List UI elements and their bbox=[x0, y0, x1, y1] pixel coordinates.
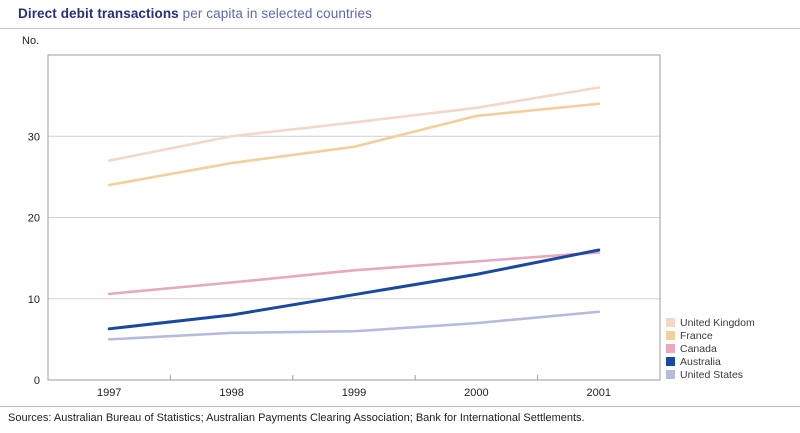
chart-title-rest: per capita in selected countries bbox=[178, 6, 372, 21]
legend-swatch bbox=[666, 318, 675, 327]
x-tick-label: 2001 bbox=[587, 387, 611, 399]
footer-divider bbox=[0, 406, 800, 407]
series-line-canada bbox=[107, 251, 601, 296]
legend-swatch bbox=[666, 357, 675, 366]
header-divider bbox=[0, 28, 800, 29]
legend-label: United States bbox=[680, 368, 744, 381]
y-tick-label: 0 bbox=[34, 375, 40, 387]
y-tick-label: 30 bbox=[28, 131, 40, 143]
legend-item: Australia bbox=[666, 355, 755, 368]
series-line-australia bbox=[107, 248, 601, 331]
legend-swatch bbox=[666, 344, 675, 353]
y-tick-label: 10 bbox=[28, 294, 40, 306]
legend-label: Canada bbox=[680, 342, 717, 355]
x-tick-label: 1998 bbox=[219, 387, 243, 399]
legend-item: Canada bbox=[666, 342, 755, 355]
y-tick-label: 20 bbox=[28, 213, 40, 225]
x-tick-label: 2000 bbox=[464, 387, 488, 399]
source-note: Sources: Australian Bureau of Statistics… bbox=[8, 412, 585, 424]
series-line-united-states bbox=[107, 310, 601, 341]
plot-frame bbox=[47, 54, 661, 381]
x-tick-label: 1999 bbox=[342, 387, 366, 399]
chart-title-bold: Direct debit transactions bbox=[18, 6, 179, 21]
legend-swatch bbox=[666, 370, 675, 379]
series-line-united-kingdom bbox=[107, 86, 601, 162]
series-line-france bbox=[107, 102, 601, 187]
legend-label: France bbox=[680, 329, 713, 342]
legend-label: United Kingdom bbox=[680, 316, 755, 329]
legend-swatch bbox=[666, 331, 675, 340]
legend-item: United Kingdom bbox=[666, 316, 755, 329]
legend-label: Australia bbox=[680, 355, 721, 368]
legend-item: France bbox=[666, 329, 755, 342]
x-tick-label: 1997 bbox=[97, 387, 121, 399]
legend: United Kingdom France Canada Australia Unite… bbox=[666, 316, 755, 381]
y-axis-unit-label: No. bbox=[22, 35, 40, 47]
chart-title: Direct debit transactions per capita in … bbox=[18, 6, 372, 21]
legend-item: United States bbox=[666, 368, 755, 381]
